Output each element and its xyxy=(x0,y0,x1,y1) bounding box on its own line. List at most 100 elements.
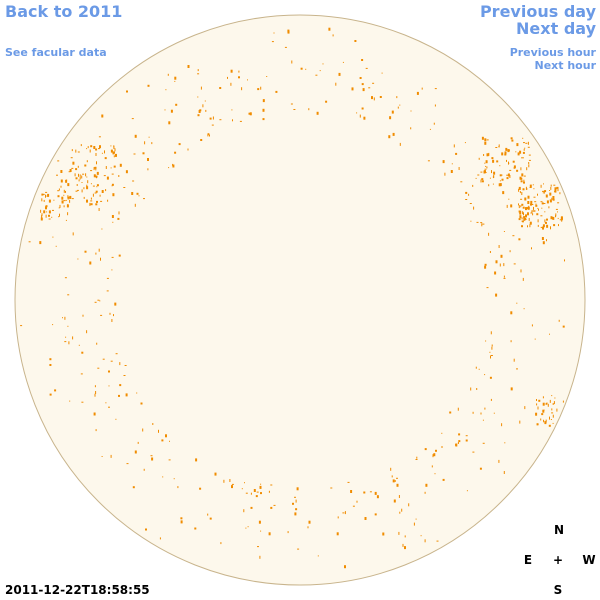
speck xyxy=(530,200,533,204)
speck xyxy=(484,374,486,376)
speck xyxy=(123,375,126,376)
speck xyxy=(40,217,43,221)
speck xyxy=(270,506,273,509)
speck xyxy=(118,394,120,397)
speck xyxy=(468,193,470,196)
speck xyxy=(562,325,565,328)
speck xyxy=(72,232,74,236)
back-link[interactable]: Back to 2011 xyxy=(5,2,122,21)
speck xyxy=(97,367,100,369)
speck xyxy=(245,527,247,529)
previous-hour-link[interactable]: Previous hour xyxy=(510,46,597,59)
compass-west: W xyxy=(582,553,595,567)
speck xyxy=(455,152,458,155)
speck xyxy=(151,142,153,145)
speck xyxy=(249,112,252,116)
speck xyxy=(503,277,506,279)
speck xyxy=(393,499,396,503)
speck xyxy=(125,170,128,174)
speck xyxy=(123,187,126,188)
speck xyxy=(534,201,537,203)
next-hour-link[interactable]: Next hour xyxy=(535,59,597,72)
speck xyxy=(260,483,262,485)
speck xyxy=(256,491,259,493)
speck xyxy=(363,491,366,494)
speck xyxy=(441,446,443,448)
speck xyxy=(562,400,564,403)
speck xyxy=(488,152,490,156)
speck xyxy=(523,179,525,183)
speck xyxy=(60,170,63,173)
speck xyxy=(528,205,530,208)
speck xyxy=(113,146,115,149)
facular-link[interactable]: See facular data xyxy=(5,46,107,59)
speck xyxy=(535,412,538,416)
speck xyxy=(133,153,136,155)
speck xyxy=(95,203,98,206)
speck xyxy=(499,183,502,187)
speck xyxy=(199,487,202,490)
speck xyxy=(519,420,521,424)
speck xyxy=(508,162,510,164)
speck xyxy=(434,88,437,90)
speck xyxy=(48,214,50,217)
speck xyxy=(518,238,521,241)
speck xyxy=(98,136,101,138)
speck xyxy=(352,505,355,507)
speck xyxy=(442,160,445,164)
speck xyxy=(271,41,274,43)
speck xyxy=(522,137,524,139)
speck xyxy=(111,269,113,271)
speck xyxy=(363,116,366,120)
speck xyxy=(108,406,110,408)
speck xyxy=(90,197,92,200)
speck xyxy=(507,149,510,152)
speck xyxy=(68,341,70,345)
speck xyxy=(390,467,392,471)
speck xyxy=(96,184,99,187)
speck xyxy=(559,192,561,195)
speck xyxy=(499,165,501,167)
speck xyxy=(96,171,99,175)
speck xyxy=(262,99,265,103)
speck xyxy=(134,134,137,138)
speck xyxy=(522,206,525,209)
compass-center: + xyxy=(553,553,563,567)
speck xyxy=(518,203,519,206)
speck xyxy=(455,443,457,446)
speck xyxy=(464,142,466,144)
speck xyxy=(498,459,500,463)
speck xyxy=(506,159,507,162)
speck xyxy=(472,451,475,453)
speck xyxy=(131,118,134,120)
speck xyxy=(484,162,486,164)
speck xyxy=(527,141,529,145)
speck xyxy=(420,535,422,537)
speck xyxy=(486,153,489,157)
speck xyxy=(546,224,549,228)
speck xyxy=(521,217,523,220)
speck xyxy=(544,219,546,223)
speck xyxy=(434,104,436,107)
speck xyxy=(455,443,458,447)
next-day-link[interactable]: Next day xyxy=(516,19,597,38)
speck xyxy=(113,165,116,168)
speck xyxy=(270,484,273,486)
speck xyxy=(209,134,210,137)
speck xyxy=(41,198,43,202)
speck xyxy=(535,203,537,207)
speck xyxy=(549,199,552,203)
speck xyxy=(67,294,70,296)
speck xyxy=(549,333,550,335)
previous-day-link[interactable]: Previous day xyxy=(480,2,597,21)
speck xyxy=(533,188,535,190)
speck xyxy=(268,490,270,493)
speck xyxy=(168,167,170,169)
speck xyxy=(241,488,243,490)
speck xyxy=(481,178,484,181)
speck xyxy=(231,483,234,485)
speck xyxy=(172,163,174,166)
speck xyxy=(515,151,517,153)
speck xyxy=(518,218,521,221)
